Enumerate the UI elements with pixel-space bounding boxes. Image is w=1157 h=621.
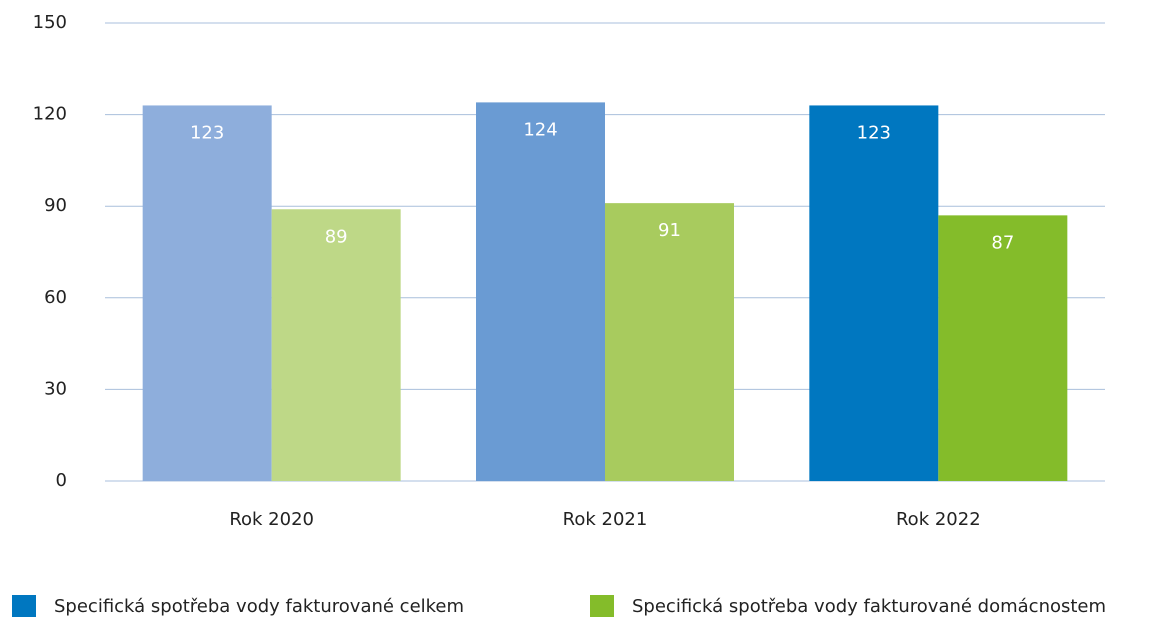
bar — [271, 209, 401, 481]
bar — [142, 105, 272, 481]
data-label: 91 — [658, 220, 681, 241]
bar — [938, 215, 1068, 482]
y-tick-label: 0 — [56, 470, 67, 491]
y-tick-label: 120 — [33, 104, 67, 125]
bar — [605, 203, 734, 481]
legend-label: Specifická spotřeba vody fakturované cel… — [54, 596, 464, 617]
y-tick-label: 30 — [44, 378, 67, 399]
legend-swatch — [590, 595, 614, 619]
y-tick-label: 60 — [44, 287, 67, 308]
y-tick-label: 150 — [33, 12, 67, 33]
data-label: 124 — [523, 119, 557, 140]
legend-label: Specifická spotřeba vody fakturované dom… — [632, 596, 1106, 617]
data-label: 87 — [991, 232, 1014, 253]
data-label: 89 — [325, 226, 348, 247]
legend-swatch — [12, 595, 36, 619]
x-tick-label: Rok 2021 — [563, 509, 648, 530]
x-tick-label: Rok 2020 — [229, 509, 314, 530]
x-tick-label: Rok 2022 — [896, 509, 981, 530]
y-tick-label: 90 — [44, 195, 67, 216]
bar — [809, 105, 939, 481]
data-label: 123 — [190, 122, 224, 143]
data-label: 123 — [857, 122, 891, 143]
bar — [476, 102, 605, 482]
